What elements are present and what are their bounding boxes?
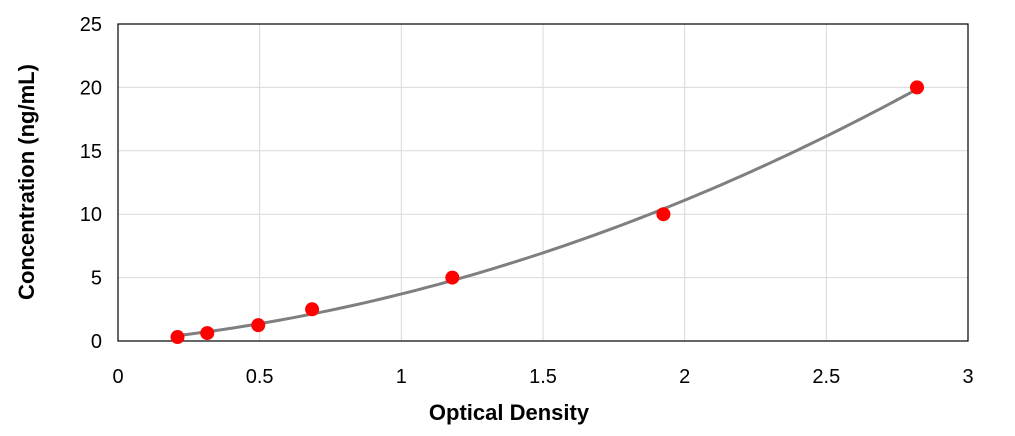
x-tick-label: 0 [112, 366, 123, 388]
y-axis-ticks: 0 5 10 15 20 25 [80, 14, 102, 353]
y-axis-title: Concentration (ng/mL) [14, 64, 39, 300]
chart-grid [118, 24, 968, 341]
y-tick-label: 25 [80, 14, 102, 36]
x-axis-title: Optical Density [429, 400, 590, 425]
y-tick-label: 10 [80, 204, 102, 226]
y-tick-label: 20 [80, 77, 102, 99]
x-axis-ticks: 0 0.5 1 1.5 2 2.5 3 [112, 366, 973, 388]
x-tick-label: 0.5 [246, 366, 274, 388]
x-tick-label: 2.5 [812, 366, 840, 388]
x-tick-label: 3 [962, 366, 973, 388]
data-point [251, 318, 266, 333]
data-point [445, 270, 460, 285]
y-tick-label: 15 [80, 141, 102, 163]
x-tick-label: 2 [679, 366, 690, 388]
data-point [305, 302, 320, 317]
fit-curve [177, 87, 918, 338]
data-point [200, 326, 215, 341]
plot-area-frame [117, 23, 969, 342]
y-tick-label: 5 [91, 268, 102, 290]
x-tick-label: 1.5 [529, 366, 557, 388]
data-point [170, 330, 185, 345]
data-point [910, 80, 924, 95]
y-tick-label: 0 [91, 331, 102, 353]
x-tick-label: 1 [396, 366, 407, 388]
data-points [170, 80, 924, 345]
data-point [656, 207, 671, 222]
